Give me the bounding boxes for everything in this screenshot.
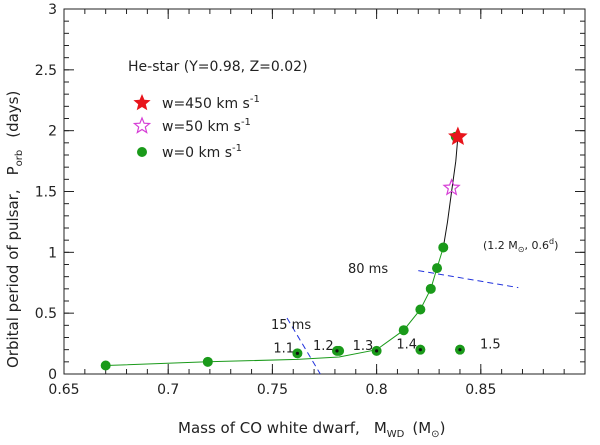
point-annotation: (1.2 M⊙, 0.6d) [483,237,558,254]
y-tick-label: 2 [48,124,57,140]
data-point-star-filled [448,126,468,146]
data-point-circle [202,356,213,367]
legend: w=450 km s-1 w=50 km s-1 w=0 km s-1 [132,94,260,161]
dashed-line-0 [286,317,321,375]
x-tick-label: 0.8 [365,382,387,398]
legend-label-2: w=0 km s-1 [162,143,242,161]
y-tick-label: 2.5 [35,63,57,79]
x-tick-label: 0.85 [465,382,496,398]
legend-marker-star-open [132,116,152,134]
data-point-circle [425,283,436,294]
y-tick-label: 1 [48,245,57,261]
x-tick-label: 0.75 [257,382,288,398]
ns-mass-label: 1.5 [480,338,501,353]
data-point-circle [398,325,409,336]
legend-label-1: w=50 km s-1 [162,117,251,135]
x-tick-label: 0.7 [157,382,179,398]
x-axis-label: Mass of CO white dwarf, MWD (M⊙) [178,419,445,440]
data-point-circle [415,304,426,315]
ns-mass-label: 1.2 [313,339,334,354]
axis-ticks [63,8,586,375]
data-point-dot [335,349,339,353]
data-point-circle [100,360,111,371]
legend-marker-star-filled [133,94,151,111]
legend-label-0: w=450 km s-1 [162,94,260,112]
y-tick-label: 0 [48,367,57,383]
dashed-label-15ms: 15 ms [271,318,311,333]
dashed-line-1 [418,270,519,289]
ns-mass-label: 1.4 [396,338,417,353]
data-points [100,126,468,371]
data-point-dot [418,348,422,352]
legend-marker-circle [137,147,147,157]
annotation-title: He-star (Y=0.98, Z=0.02) [128,59,308,75]
x-tick-label: 0.65 [48,382,79,398]
data-point-dot [295,351,300,355]
y-tick-label: 3 [48,2,57,18]
data-point-dot [458,348,462,352]
y-axis-label: Orbital period of pulsar,Porb(days) [4,91,25,368]
data-point-circle [438,242,449,253]
series-lines [105,136,519,375]
series-line-green [105,247,444,366]
ns-mass-label: 1.1 [273,341,294,356]
y-tick-label: 0.5 [35,306,57,322]
data-point-dot [375,349,379,353]
axis-tick-labels: 0.65 0.7 0.75 0.8 0.85 0 0.5 1 1.5 2 2.5 3 [35,2,497,398]
ns-mass-label: 1.3 [353,339,374,354]
dashed-label-80ms: 80 ms [348,262,388,277]
data-point-circle [432,263,443,274]
point-labels: 1.1 1.2 1.3 1.4 1.5 [273,338,500,357]
y-tick-label: 1.5 [35,185,57,201]
data-point-star-open [442,178,461,196]
